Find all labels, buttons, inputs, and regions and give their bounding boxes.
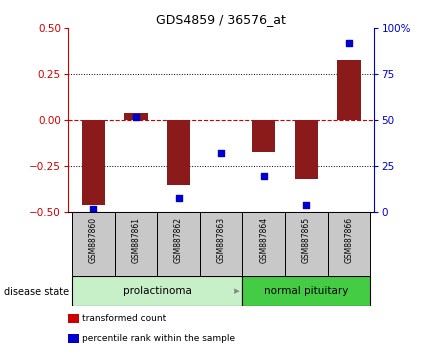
Bar (252, 120, 276, 152)
Bar (124, 113, 148, 120)
Point (90, 206, 97, 212)
Bar (115, 212, 157, 276)
Text: GSM887864: GSM887864 (259, 217, 268, 263)
Point (260, 173, 267, 178)
Text: transformed count: transformed count (82, 314, 166, 324)
Point (133, 114, 140, 120)
Point (218, 151, 225, 156)
Point (303, 202, 310, 208)
Bar (72, 212, 115, 276)
Bar (243, 212, 285, 276)
Bar (82, 120, 105, 205)
Text: disease state: disease state (4, 287, 70, 297)
Point (175, 195, 182, 200)
Bar (295, 120, 318, 179)
Text: GSM887861: GSM887861 (131, 217, 141, 263)
Bar (243, 276, 370, 306)
Point (346, 40, 353, 46)
Text: GSM887865: GSM887865 (302, 217, 311, 263)
Text: prolactinoma: prolactinoma (123, 286, 192, 296)
Bar (157, 212, 200, 276)
Bar (200, 212, 243, 276)
Bar (337, 59, 360, 120)
Text: GSM887863: GSM887863 (217, 217, 226, 263)
Bar (285, 212, 328, 276)
Text: GSM887862: GSM887862 (174, 217, 183, 263)
Title: GDS4859 / 36576_at: GDS4859 / 36576_at (156, 13, 286, 26)
Text: percentile rank within the sample: percentile rank within the sample (82, 334, 235, 343)
Bar (167, 120, 191, 185)
Bar (328, 212, 370, 276)
Text: normal pituitary: normal pituitary (264, 286, 349, 296)
Text: GSM887860: GSM887860 (89, 217, 98, 263)
Text: GSM887866: GSM887866 (344, 217, 353, 263)
Bar (72, 276, 243, 306)
